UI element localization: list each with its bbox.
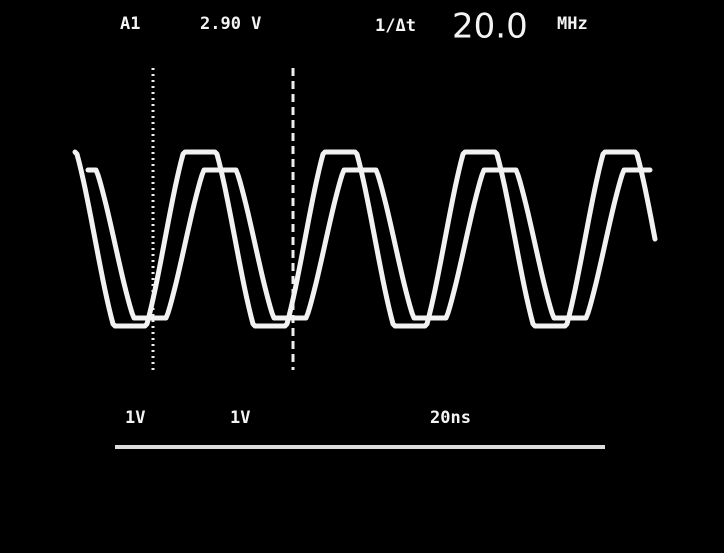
voltage-readout: 2.90 V: [200, 14, 261, 34]
channel-label: A1: [120, 14, 140, 34]
ch1-scale: 1V: [125, 408, 145, 428]
ch2-scale: 1V: [230, 408, 250, 428]
timebase: 20ns: [430, 408, 471, 428]
trace-1: [72, 149, 658, 329]
frequency-readout: 20.0: [452, 7, 528, 47]
cursor-mode: 1/Δt: [375, 16, 416, 36]
trace-2: [85, 167, 653, 321]
frequency-unit: MHz: [557, 14, 588, 34]
